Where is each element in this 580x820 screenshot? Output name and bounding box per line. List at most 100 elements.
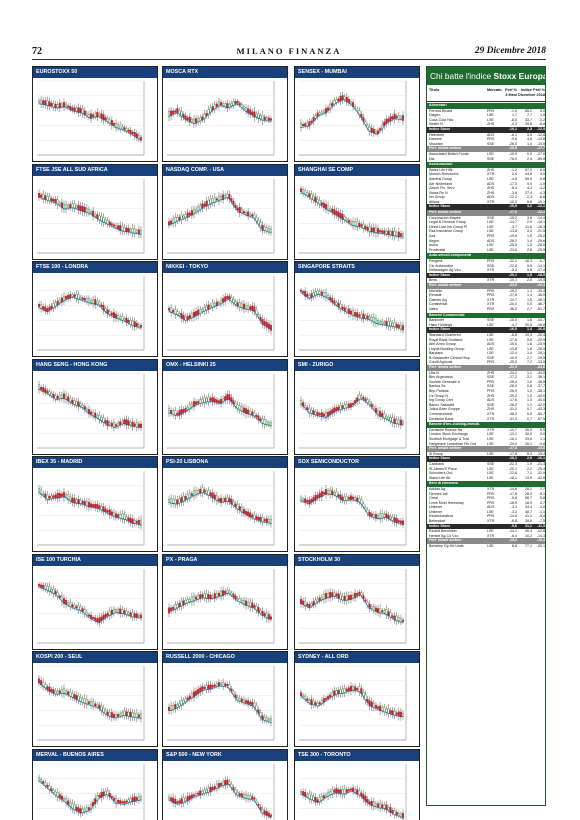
- candle-body: [121, 608, 124, 614]
- candle-body: [242, 599, 245, 604]
- candle-body: [339, 689, 342, 695]
- candle-body: [37, 776, 40, 780]
- candle-body: [77, 107, 80, 113]
- candle-body: [186, 494, 189, 500]
- candle-body: [310, 499, 313, 503]
- candle-body: [48, 391, 51, 395]
- candle-body: [167, 706, 170, 711]
- cell: 19,3: [525, 332, 532, 337]
- candle-body: [98, 505, 101, 509]
- candle-body: [40, 99, 43, 105]
- cell: -10,9: [508, 204, 517, 209]
- candle-body: [322, 491, 325, 495]
- cell: LSE: [487, 322, 494, 327]
- candle-body: [379, 229, 382, 232]
- candle-body: [247, 700, 250, 705]
- candle-body: [207, 304, 210, 310]
- candle-body: [322, 794, 325, 799]
- candle-body: [135, 323, 138, 327]
- cell: Indice Stoxx: [429, 204, 451, 209]
- candle-body: [110, 712, 113, 718]
- candle-body: [71, 497, 74, 503]
- candle-body: [364, 225, 367, 229]
- cell: SSE: [487, 375, 495, 380]
- candle-body: [356, 312, 359, 318]
- candle-body: [77, 499, 80, 505]
- chart-title: SHANGHAI SE COMP: [295, 164, 419, 176]
- candle-body: [333, 591, 336, 596]
- candle-body: [245, 305, 248, 310]
- candle-body: [245, 407, 248, 414]
- candle-body: [139, 137, 142, 141]
- candle-body: [81, 205, 84, 212]
- candle-body: [174, 704, 177, 710]
- candle-body: [167, 607, 170, 613]
- cell: -38,1: [536, 389, 545, 394]
- candle-body: [75, 400, 78, 405]
- candle-body: [306, 406, 309, 410]
- candle-body: [224, 103, 227, 107]
- candle-body: [188, 212, 191, 215]
- cell: -17,6: [508, 210, 517, 215]
- cell: 18,3: [525, 259, 532, 263]
- cell: 5,5: [527, 263, 532, 268]
- candle-body: [60, 394, 63, 399]
- cell: 5,0: [540, 432, 545, 437]
- candle-body: [310, 120, 313, 123]
- candle-body: [222, 589, 225, 596]
- candle-body: [174, 216, 177, 223]
- index-row: Indice Stoxx -10,9 3,2 -12,1: [427, 204, 545, 211]
- cell: 44,6: [525, 172, 532, 177]
- candle-body: [374, 514, 377, 519]
- candle-body: [383, 229, 386, 234]
- cell: 1,3: [527, 398, 532, 403]
- candle-body: [224, 194, 227, 197]
- candle-body: [56, 493, 59, 499]
- cell: -8,5: [510, 117, 517, 122]
- candle-body: [180, 700, 183, 706]
- candle-body: [37, 678, 40, 684]
- cell: -1,0: [538, 181, 545, 186]
- candle-body: [92, 299, 95, 305]
- candle-body: [339, 788, 342, 794]
- table-row: Coca-Cola Hbc LSE -8,5 33,7 -1,2: [427, 118, 545, 123]
- cell: -7,5: [538, 519, 545, 524]
- candle-body: [81, 404, 84, 407]
- candle-body: [188, 492, 191, 499]
- candle-body: [209, 198, 212, 204]
- candle-body: [180, 600, 183, 607]
- candle-body: [314, 796, 317, 802]
- candle-body: [98, 616, 101, 623]
- candle-body: [240, 303, 243, 308]
- candle-body: [267, 812, 270, 816]
- candle-body: [112, 122, 115, 126]
- candle-body: [242, 699, 245, 703]
- candle-body: [327, 107, 330, 111]
- chart-title: SOX SEMICONDUCTOR: [295, 457, 419, 468]
- moving-average-line: [38, 491, 142, 526]
- cell: Assicurazioni: [429, 162, 453, 167]
- candle-body: [238, 792, 241, 796]
- candle-body: [180, 214, 183, 220]
- candle-body: [220, 782, 223, 786]
- table-row: Banco Sabadell SSE -28,2 1,1 -42,0: [427, 403, 545, 408]
- cell: -33,5: [536, 360, 545, 365]
- candle-body: [106, 219, 109, 224]
- cell: 1,4: [527, 327, 532, 332]
- candle-body: [62, 203, 65, 209]
- cell: 1,0: [527, 379, 532, 384]
- candle-body: [129, 421, 132, 425]
- cell: -22,1: [508, 259, 517, 263]
- candle-body: [238, 597, 241, 602]
- candle-body: [44, 306, 47, 312]
- cell: Berkeley Gp.Hd Units: [429, 544, 464, 549]
- candle-body: [211, 396, 214, 402]
- candle-body: [98, 113, 101, 116]
- candlestick-plot: [37, 178, 145, 253]
- candle-body: [54, 395, 57, 399]
- cell: -28,2: [508, 238, 517, 243]
- candle-body: [106, 510, 109, 513]
- candle-body: [50, 787, 53, 791]
- candle-body: [343, 788, 346, 795]
- candle-body: [389, 806, 392, 813]
